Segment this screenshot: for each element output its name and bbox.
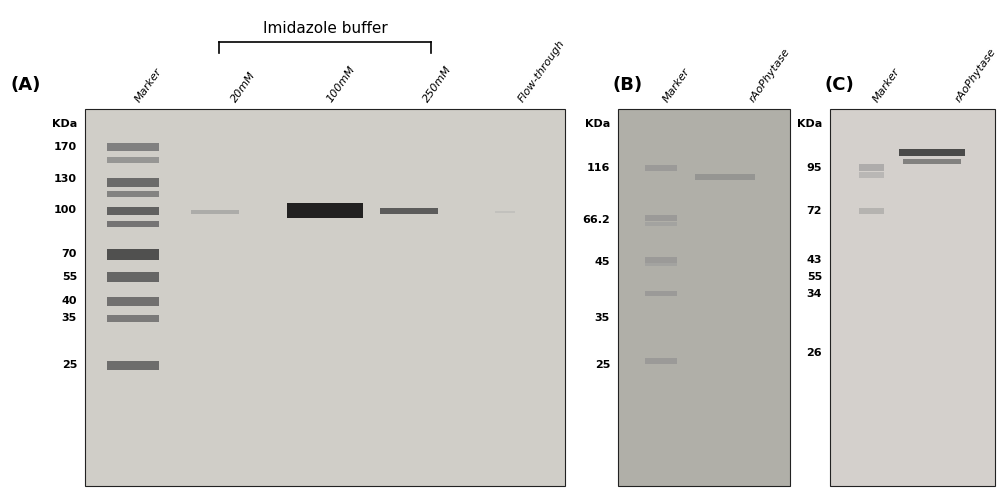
Text: 20mM: 20mM	[229, 70, 257, 104]
Bar	[287, 202, 363, 218]
Bar	[695, 174, 755, 180]
Bar	[899, 149, 965, 156]
Text: 72: 72	[806, 206, 822, 216]
Text: Marker: Marker	[133, 66, 164, 104]
Text: 130: 130	[54, 174, 77, 184]
Text: Marker: Marker	[871, 66, 902, 104]
Bar	[495, 210, 515, 213]
Text: Marker: Marker	[661, 66, 692, 104]
Text: 170: 170	[54, 142, 77, 152]
Text: 40: 40	[62, 297, 77, 307]
Bar	[107, 157, 159, 163]
Bar	[107, 191, 159, 197]
Text: (A): (A)	[10, 76, 40, 94]
Bar	[107, 248, 159, 260]
Text: 250mM: 250mM	[421, 64, 453, 104]
Text: 95: 95	[806, 163, 822, 173]
Bar	[107, 179, 159, 187]
Text: 55: 55	[62, 272, 77, 282]
Bar	[859, 164, 884, 171]
Bar	[830, 109, 995, 486]
Bar	[107, 361, 159, 370]
Text: (B): (B)	[613, 76, 643, 94]
Bar	[107, 314, 159, 322]
Bar	[107, 143, 159, 151]
Bar	[107, 297, 159, 306]
Bar	[903, 159, 961, 164]
Text: 70: 70	[62, 249, 77, 259]
Text: 100: 100	[54, 205, 77, 215]
Text: Flow-through: Flow-through	[517, 38, 567, 104]
Text: rAoPhytase: rAoPhytase	[954, 47, 998, 104]
Text: 66.2: 66.2	[582, 215, 610, 225]
Bar	[191, 210, 239, 214]
Bar	[645, 262, 677, 266]
Bar	[645, 358, 677, 364]
Text: (C): (C)	[825, 76, 855, 94]
Text: 35: 35	[595, 313, 610, 323]
Text: rAoPhytase: rAoPhytase	[747, 47, 791, 104]
Bar	[107, 207, 159, 215]
Text: 100mM: 100mM	[325, 64, 357, 104]
Bar	[107, 221, 159, 227]
Text: 26: 26	[806, 348, 822, 359]
Bar	[107, 272, 159, 282]
Text: KDa: KDa	[797, 119, 822, 129]
Text: Imidazole buffer: Imidazole buffer	[263, 21, 387, 36]
Bar	[85, 109, 565, 486]
Text: 55: 55	[807, 272, 822, 282]
Text: 35: 35	[62, 313, 77, 323]
Text: 116: 116	[587, 163, 610, 173]
Text: 25: 25	[595, 361, 610, 371]
Bar	[380, 207, 438, 214]
Text: KDa: KDa	[52, 119, 77, 129]
Bar	[859, 208, 884, 214]
Bar	[645, 257, 677, 263]
Text: 45: 45	[594, 257, 610, 267]
Bar	[645, 165, 677, 171]
Text: KDa: KDa	[585, 119, 610, 129]
Bar	[645, 291, 677, 297]
Text: 34: 34	[806, 289, 822, 299]
Text: 25: 25	[62, 361, 77, 371]
Text: 43: 43	[806, 255, 822, 265]
Bar	[618, 109, 790, 486]
Bar	[645, 215, 677, 221]
Bar	[645, 222, 677, 226]
Bar	[859, 173, 884, 178]
